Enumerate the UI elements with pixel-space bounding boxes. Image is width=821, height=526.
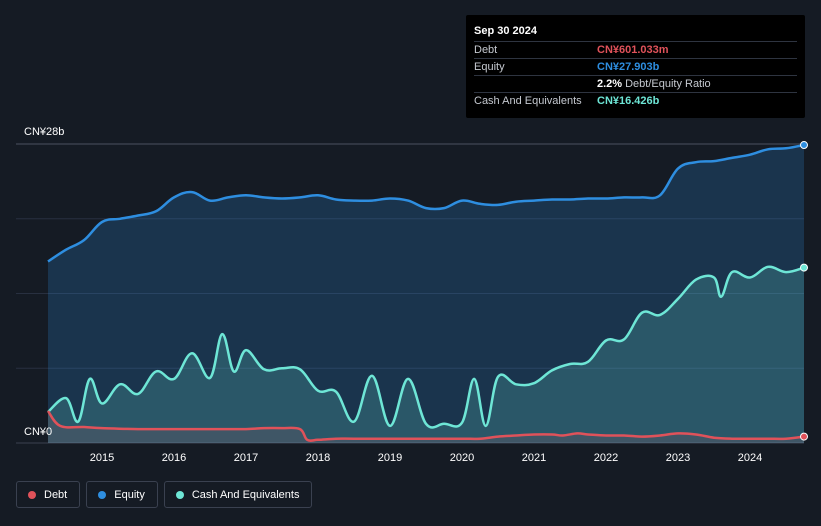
- cash-and-equivalents-line: [47, 265, 805, 429]
- x-tick-label: 2019: [378, 452, 402, 464]
- legend-cash-dot-icon: [175, 490, 184, 499]
- legend-item-cash[interactable]: Cash And Equivalents: [163, 481, 313, 508]
- chart-legend: Debt Equity Cash And Equivalents: [16, 481, 313, 508]
- tooltip-date: Sep 30 2024: [474, 25, 537, 37]
- debt-area: [48, 411, 804, 443]
- tooltip-row-debt: Debt CN¥601.033m: [474, 41, 797, 58]
- cash-and-equivalents-end-point: [800, 263, 808, 272]
- x-tick-label: 2016: [162, 452, 186, 464]
- equity-line: [47, 143, 805, 263]
- x-axis-ticks: 2015 2016 2017 2018 2019 2020 2021 2022 2023 2024: [90, 452, 762, 464]
- chart-grid: [16, 143, 804, 444]
- y-axis-top-label: CN¥28b: [24, 126, 64, 138]
- tooltip-equity-label: Equity: [474, 61, 505, 73]
- chart-series: [46, 143, 805, 443]
- legend-cash-label: Cash And Equivalents: [191, 488, 300, 501]
- x-tick-label: 2024: [738, 452, 762, 464]
- tooltip-panel: Sep 30 2024 Debt CN¥601.033m Equity CN¥2…: [466, 15, 805, 118]
- x-tick-label: 2021: [522, 452, 546, 464]
- legend-equity-label: Equity: [114, 488, 145, 501]
- equity-end-point: [800, 141, 808, 150]
- tooltip-equity-value: CN¥27.903b: [597, 61, 660, 73]
- x-tick-label: 2017: [234, 452, 258, 464]
- tooltip-row-cash: Cash And Equivalents CN¥16.426b: [474, 92, 797, 109]
- legend-debt-dot-icon: [28, 490, 36, 499]
- tooltip-cash-value: CN¥16.426b: [597, 95, 660, 107]
- debt-line: [46, 410, 805, 442]
- x-tick-label: 2023: [666, 452, 690, 464]
- x-tick-label: 2015: [90, 452, 114, 464]
- legend-item-debt[interactable]: Debt: [16, 481, 81, 508]
- y-axis-bottom-label: CN¥0: [24, 426, 52, 438]
- tooltip-debt-value: CN¥601.033m: [597, 44, 669, 56]
- cash-and-equivalents-area: [48, 266, 804, 443]
- tooltip-row-equity: Equity CN¥27.903b: [474, 58, 797, 75]
- legend-debt-label: Debt: [44, 488, 68, 501]
- tooltip-cash-label: Cash And Equivalents: [474, 95, 582, 107]
- tooltip-ratio-label: Debt/Equity Ratio: [625, 78, 711, 90]
- debt-end-point: [800, 432, 808, 441]
- tooltip-debt-label: Debt: [474, 44, 498, 56]
- legend-item-equity[interactable]: Equity: [86, 481, 158, 508]
- legend-equity-dot-icon: [98, 490, 107, 499]
- x-tick-label: 2018: [306, 452, 330, 464]
- tooltip-row-ratio: 2.2% Debt/Equity Ratio: [474, 75, 797, 92]
- chart-end-markers: [800, 141, 808, 441]
- tooltip-ratio-value: 2.2%: [597, 78, 623, 90]
- x-tick-label: 2022: [594, 452, 618, 464]
- x-tick-label: 2020: [450, 452, 474, 464]
